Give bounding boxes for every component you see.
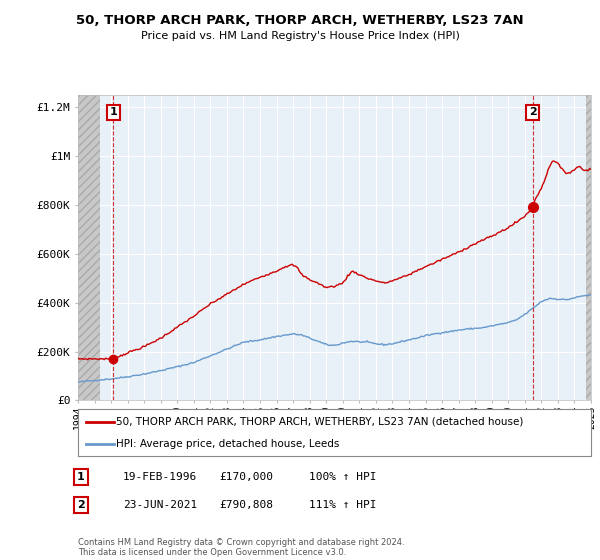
Text: £170,000: £170,000	[219, 472, 273, 482]
Text: 111% ↑ HPI: 111% ↑ HPI	[309, 500, 377, 510]
Text: 19-FEB-1996: 19-FEB-1996	[123, 472, 197, 482]
Text: 1: 1	[77, 472, 85, 482]
Text: 2: 2	[77, 500, 85, 510]
Text: 50, THORP ARCH PARK, THORP ARCH, WETHERBY, LS23 7AN (detached house): 50, THORP ARCH PARK, THORP ARCH, WETHERB…	[116, 417, 524, 427]
Text: Price paid vs. HM Land Registry's House Price Index (HPI): Price paid vs. HM Land Registry's House …	[140, 31, 460, 41]
Text: £790,808: £790,808	[219, 500, 273, 510]
Text: 50, THORP ARCH PARK, THORP ARCH, WETHERBY, LS23 7AN: 50, THORP ARCH PARK, THORP ARCH, WETHERB…	[76, 14, 524, 27]
Text: 1: 1	[109, 108, 117, 118]
Bar	[586, 95, 595, 400]
Text: 2: 2	[529, 108, 536, 118]
Text: HPI: Average price, detached house, Leeds: HPI: Average price, detached house, Leed…	[116, 438, 340, 449]
Text: 100% ↑ HPI: 100% ↑ HPI	[309, 472, 377, 482]
Text: 23-JUN-2021: 23-JUN-2021	[123, 500, 197, 510]
Text: Contains HM Land Registry data © Crown copyright and database right 2024.
This d: Contains HM Land Registry data © Crown c…	[78, 538, 404, 557]
Bar	[78, 95, 100, 400]
